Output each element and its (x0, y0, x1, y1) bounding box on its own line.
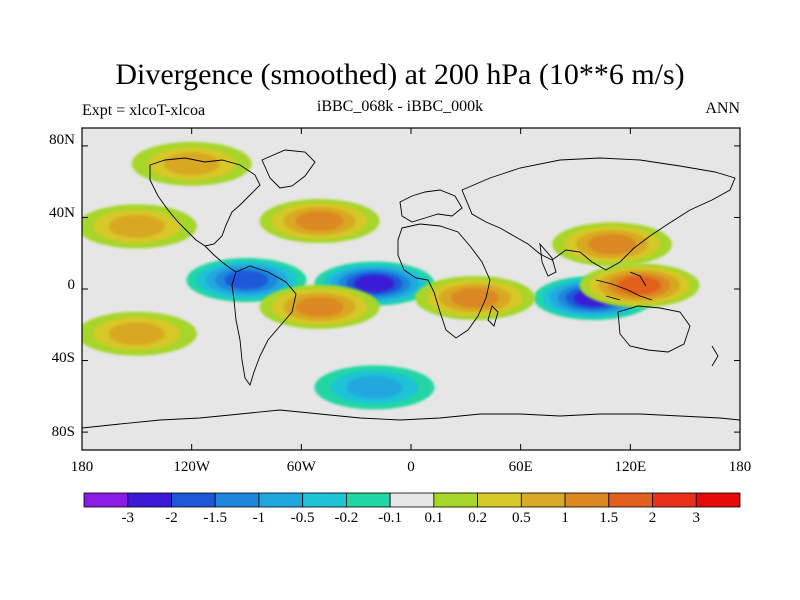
field-feature (131, 141, 252, 186)
coast-madagascar (487, 305, 499, 327)
field-feature (414, 275, 535, 320)
colorbar (83, 492, 741, 508)
lon-label-60e: 60E (508, 459, 533, 475)
lon-label-180e: 180 (728, 459, 752, 475)
coast-india (539, 242, 557, 277)
lon-label-120w: 120W (173, 459, 211, 475)
experiment-label: Expt = xlcoT-xlcoa (82, 102, 206, 119)
field-feature (579, 263, 700, 308)
colorbar-swatch (695, 492, 741, 508)
coast-south-america (231, 265, 297, 387)
lon-label-60w: 60W (286, 459, 316, 475)
colorbar-label: 0.5 (511, 510, 531, 526)
field-feature (552, 222, 673, 267)
field-feature (82, 311, 197, 356)
contour-fill (346, 376, 403, 399)
case-label: iBBC_068k - iBBC_000k (316, 98, 484, 115)
map-title: Divergence (smoothed) at 200 hPa (10**6 … (115, 58, 685, 91)
coast-new-zealand (711, 345, 719, 367)
coast-africa (397, 223, 491, 339)
field-feature (259, 199, 380, 244)
coast-indonesia (595, 271, 653, 301)
colorbar-swatch (171, 492, 216, 508)
contour-fill (295, 296, 344, 317)
colorbar-swatch (608, 492, 653, 508)
colorbar-label: -0.2 (334, 510, 359, 526)
colorbar-swatch (214, 492, 260, 508)
colorbar-label: -0.1 (378, 510, 402, 526)
colorbar-label: 1 (561, 510, 569, 526)
lat-label-80s: 80S (51, 424, 75, 440)
lon-label-0: 0 (407, 459, 415, 475)
coast-greenland (261, 149, 316, 189)
colorbar-swatch (477, 492, 522, 508)
lat-label-40n: 40N (49, 205, 75, 221)
colorbar-swatch (520, 492, 566, 508)
lat-label-80n: 80N (49, 132, 75, 148)
colorbar-label: -1.5 (203, 510, 228, 526)
contour-fill (108, 322, 165, 346)
colorbar-label: -1 (252, 510, 266, 526)
lat-label-0: 0 (67, 277, 76, 293)
colorbar-swatch (345, 492, 391, 508)
contour-fill (450, 287, 499, 308)
field-feature (314, 365, 435, 410)
contour-fill (108, 215, 165, 238)
contour-fill (163, 152, 220, 176)
colorbar-label: -0.5 (290, 510, 315, 526)
coast-antarctica (82, 409, 740, 429)
colorbar-swatch (389, 492, 435, 508)
contour-fill (588, 234, 637, 255)
colorbar-swatch (564, 492, 610, 508)
coast-central-america (204, 245, 237, 273)
field-feature (314, 261, 435, 306)
colorbar-label: 0.1 (424, 510, 444, 526)
colorbar-label: 2 (648, 510, 657, 526)
coast-north-america (149, 157, 261, 247)
season-label: ANN (705, 100, 740, 117)
colorbar-swatch (652, 492, 697, 508)
colorbar-label: 1.5 (599, 510, 619, 526)
coast-europe (399, 189, 463, 223)
contour-fill (617, 276, 662, 295)
field-feature (82, 204, 197, 249)
coastlines (82, 149, 740, 429)
lat-label-40s: 40S (51, 350, 75, 366)
contour-fill (354, 274, 395, 293)
colorbar-swatch (258, 492, 304, 508)
colorbar-swatch (433, 492, 479, 508)
colorbar-swatch (83, 492, 129, 508)
contour-fill (224, 270, 269, 290)
colorbar-label: -2 (165, 510, 178, 526)
coast-asia (461, 157, 736, 271)
colorbar-swatch (127, 492, 172, 508)
field-feature (186, 258, 307, 303)
lon-label-180w: 180 (70, 459, 94, 475)
coast-australia (617, 305, 691, 353)
colorbar-label: 3 (692, 510, 701, 526)
field-feature (259, 284, 380, 329)
colorbar-swatch (302, 492, 347, 508)
colorbar-label: -3 (121, 510, 134, 526)
colorbar-label: 0.2 (468, 510, 487, 526)
field-layer (82, 141, 700, 410)
lon-label-120e: 120E (614, 459, 647, 475)
contour-fill (295, 211, 344, 232)
